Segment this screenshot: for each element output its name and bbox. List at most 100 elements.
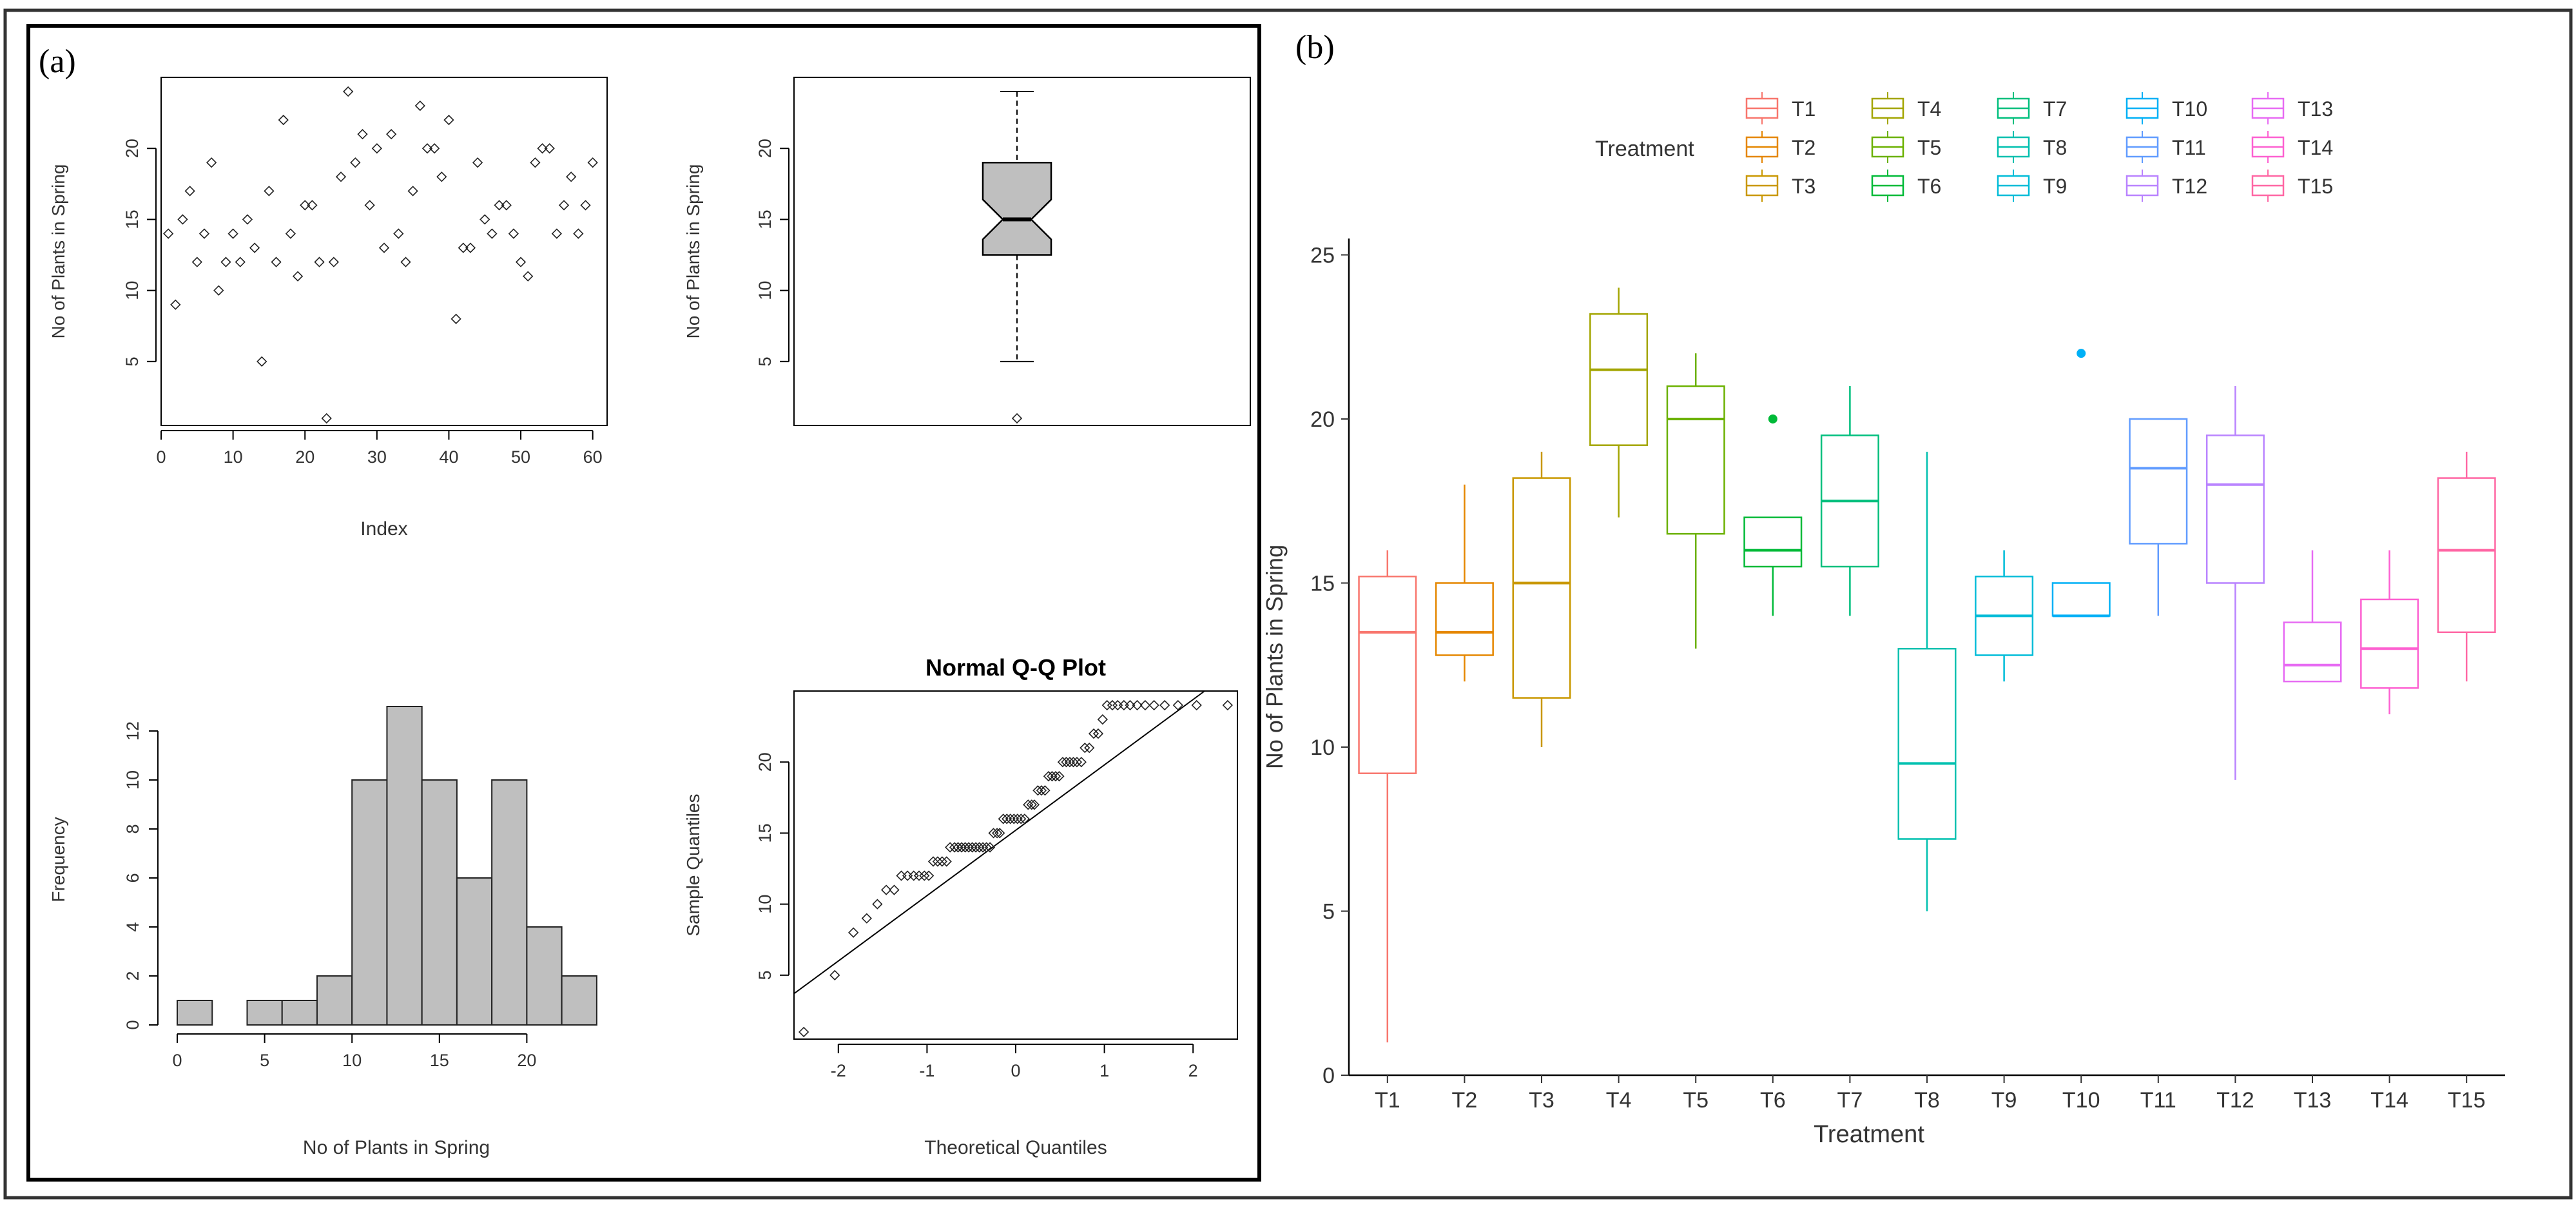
y-tick-label: 5	[755, 970, 775, 980]
legend-label: T1	[1792, 97, 1816, 121]
legend-label: T10	[2172, 97, 2207, 121]
y-axis-label: Sample Quantiles	[683, 794, 703, 936]
y-tick-label: 4	[123, 922, 142, 931]
data-point	[235, 257, 246, 268]
x-tick-label: T6	[1760, 1088, 1786, 1113]
legend-label: T2	[1792, 136, 1816, 159]
x-tick-label: T15	[2448, 1088, 2486, 1113]
data-point	[213, 285, 224, 296]
y-tick-label: 15	[755, 209, 775, 229]
y-tick-label: 25	[1310, 243, 1335, 268]
outlier-point	[1768, 414, 1777, 424]
data-point	[300, 200, 311, 211]
data-point	[472, 157, 483, 168]
data-point	[414, 100, 425, 112]
x-tick-label: T5	[1683, 1088, 1709, 1113]
data-point	[285, 228, 296, 239]
treatment-box	[1512, 477, 1571, 699]
qq-point	[1148, 699, 1159, 711]
treatment-box	[2437, 477, 2496, 634]
data-point	[429, 143, 440, 154]
x-axis-label: No of Plants in Spring	[303, 1137, 490, 1158]
data-point	[278, 114, 289, 126]
qq-point	[1036, 785, 1047, 796]
data-point	[257, 356, 267, 367]
data-point	[587, 157, 598, 168]
histogram-bar	[281, 1000, 318, 1026]
y-tick-label: 10	[755, 895, 775, 914]
histogram-bar	[491, 779, 528, 1026]
y-tick-label: 6	[123, 873, 142, 882]
data-point	[170, 299, 181, 310]
qq-point	[1032, 785, 1043, 796]
data-point	[350, 157, 361, 168]
data-point	[566, 171, 577, 182]
x-tick-label: 0	[1011, 1061, 1020, 1080]
y-tick-label: 20	[755, 752, 775, 772]
data-point	[307, 200, 318, 211]
data-point	[580, 200, 591, 211]
x-tick-label: T10	[2062, 1088, 2100, 1113]
data-point	[393, 228, 404, 239]
qq-point	[970, 842, 982, 853]
x-tick-label: T12	[2216, 1088, 2254, 1113]
data-point	[537, 143, 548, 154]
y-axis-label: No of Plants in Spring	[1261, 545, 1288, 769]
qq-point	[1009, 813, 1020, 824]
data-point	[501, 200, 512, 211]
qq-point	[998, 813, 1009, 824]
x-tick-label: T11	[2140, 1088, 2176, 1113]
qq-point	[984, 842, 996, 853]
data-point	[378, 242, 390, 253]
data-point	[479, 214, 490, 225]
data-point	[436, 171, 447, 182]
data-point	[487, 228, 498, 239]
plot-frame	[793, 690, 1238, 1040]
y-tick-label: 10	[1310, 736, 1335, 760]
qq-point	[829, 969, 840, 980]
y-tick-label: 5	[1322, 899, 1335, 924]
qq-point	[936, 856, 947, 867]
x-tick-label: 2	[1188, 1061, 1198, 1080]
data-point	[443, 114, 454, 126]
treatment-boxplot: 0 5 10 15 20 25 T1 T2 T3 T4 T5 T6 T7 T8 T9 T10 T11 T12 T13…	[1261, 92, 2505, 1148]
x-tick-label: 5	[260, 1051, 269, 1070]
data-point	[292, 271, 304, 282]
data-point	[371, 143, 382, 154]
legend-label: T12	[2172, 175, 2207, 198]
qq-point	[861, 913, 872, 924]
x-tick-label: T9	[1991, 1088, 2017, 1113]
qq-point	[1092, 728, 1104, 739]
qq-point	[1026, 799, 1037, 810]
histogram-bar	[246, 1000, 283, 1026]
y-tick-label: 2	[123, 971, 142, 980]
qq-point	[1040, 785, 1051, 796]
histogram-bar	[456, 877, 493, 1026]
y-tick-label: 10	[122, 281, 142, 300]
data-point	[249, 242, 260, 253]
y-axis-label: No of Plants in Spring	[683, 164, 703, 339]
qq-point	[919, 870, 930, 881]
data-point	[494, 200, 505, 211]
data-point	[551, 228, 563, 239]
data-point	[220, 257, 231, 268]
y-tick-label: 20	[755, 139, 775, 158]
data-point	[421, 143, 433, 154]
x-tick-label: T3	[1529, 1088, 1554, 1113]
y-tick-label: 10	[123, 770, 142, 790]
data-point	[335, 171, 347, 182]
treatment-box	[2360, 598, 2419, 689]
legend-label: T7	[2043, 97, 2067, 121]
data-point	[314, 257, 325, 268]
treatment-box	[1666, 385, 1725, 535]
y-tick-label: 5	[755, 356, 775, 366]
qq-point	[1002, 813, 1012, 824]
legend-title: Treatment	[1595, 137, 1694, 161]
treatment-box	[1435, 582, 1494, 656]
x-tick-label: T14	[2370, 1088, 2408, 1113]
qq-point	[889, 884, 900, 895]
qq-point	[953, 842, 964, 853]
y-axis-label: Frequency	[48, 817, 68, 902]
x-axis-label: Index	[360, 518, 407, 540]
qq-point	[960, 842, 971, 853]
